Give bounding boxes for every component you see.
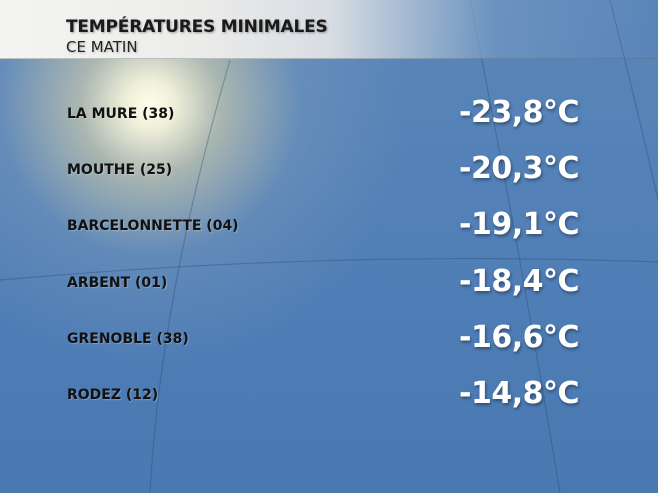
temperature-value: -20,3°C [459,151,580,186]
temperature-row: MOUTHE (25) -20,3°C [0,151,658,191]
temperature-row: LA MURE (38) -23,8°C [0,95,658,135]
temperature-row: ARBENT (01) -18,4°C [0,264,658,304]
temperature-value: -23,8°C [459,95,580,130]
temperature-value: -18,4°C [459,264,580,299]
location-name: MOUTHE (25) [67,162,173,178]
temperature-value: -19,1°C [459,207,580,242]
location-name: LA MURE (38) [67,106,175,122]
temperature-row: RODEZ (12) -14,8°C [0,376,658,416]
temperature-value: -14,8°C [459,376,580,411]
temperature-row: BARCELONNETTE (04) -19,1°C [0,207,658,247]
location-name: GRENOBLE (38) [67,331,189,347]
location-name: RODEZ (12) [67,387,159,403]
page-subtitle: CE MATIN [66,38,138,56]
temperature-row: GRENOBLE (38) -16,6°C [0,320,658,360]
location-name: ARBENT (01) [67,275,168,291]
page-title: TEMPÉRATURES MINIMALES [66,17,328,37]
temperature-value: -16,6°C [459,320,580,355]
location-name: BARCELONNETTE (04) [67,218,239,234]
header-band: TEMPÉRATURES MINIMALES CE MATIN [0,0,658,59]
